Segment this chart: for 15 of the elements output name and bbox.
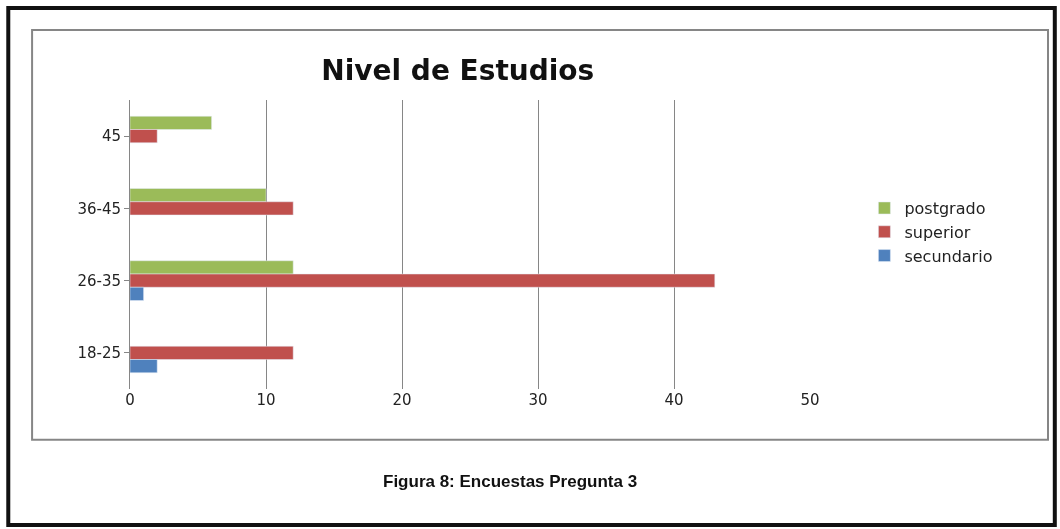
x-tick-label: 10 bbox=[256, 391, 276, 409]
y-tick-label: 26-35 bbox=[77, 271, 121, 290]
x-tick-label: 40 bbox=[664, 391, 684, 409]
legend-label: superior bbox=[904, 223, 971, 243]
y-tick-label: 45 bbox=[101, 127, 121, 146]
x-tick-label: 50 bbox=[800, 391, 820, 409]
text: Figura 8: Encuestas Pregunta 3 bbox=[383, 472, 638, 491]
x-tick-label: 20 bbox=[392, 391, 412, 409]
chart-title: Nivel de Estudios bbox=[321, 53, 595, 87]
x-tick-label: 30 bbox=[528, 391, 548, 409]
y-tick-label: 36-45 bbox=[77, 199, 121, 218]
y-tick-label: 18-25 bbox=[77, 344, 121, 363]
legend-label: secundario bbox=[904, 246, 993, 266]
x-tick-label: 0 bbox=[125, 391, 135, 409]
legend-label: postgrado bbox=[904, 199, 986, 219]
